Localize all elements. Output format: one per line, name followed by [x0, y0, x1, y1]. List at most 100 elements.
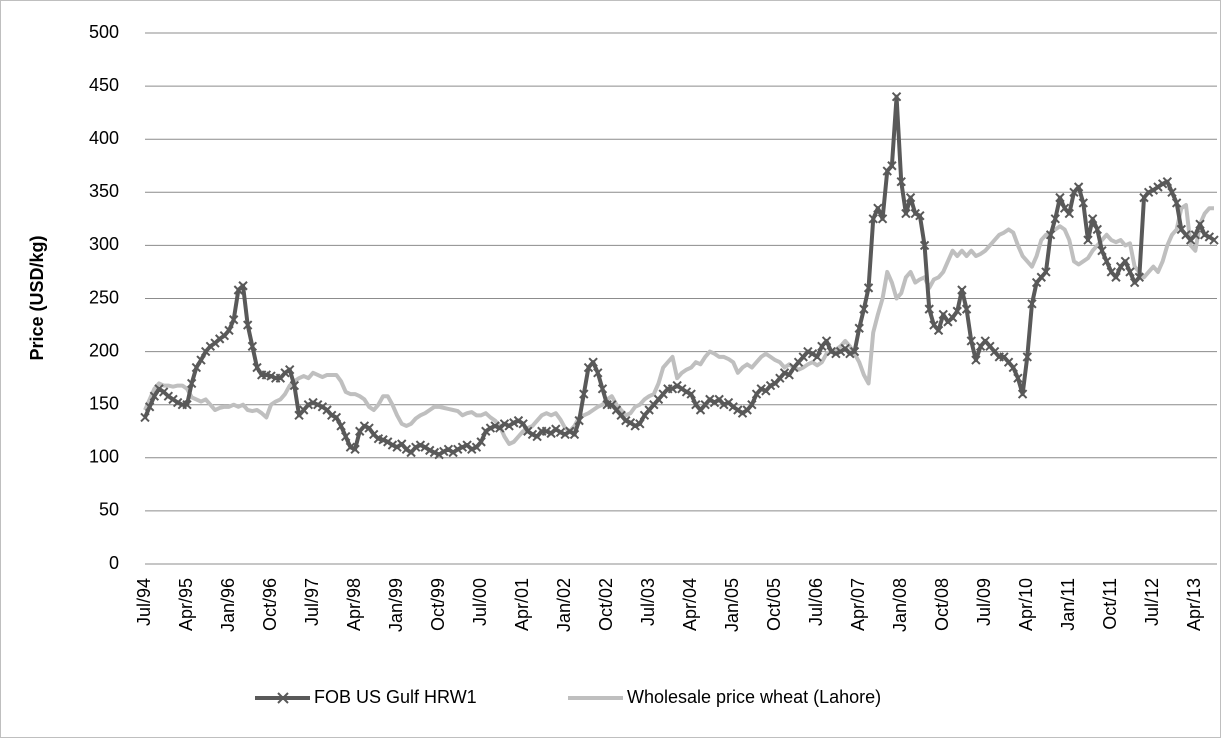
marker	[1101, 256, 1112, 267]
marker	[574, 415, 584, 426]
marker	[854, 323, 864, 333]
marker	[630, 421, 640, 431]
marker	[429, 447, 440, 458]
x-tick-label: Oct/05	[764, 578, 784, 631]
marker	[485, 423, 496, 433]
x-tick-label: Jul/03	[638, 578, 658, 626]
marker	[341, 431, 351, 442]
marker	[448, 447, 458, 458]
marker	[1195, 219, 1205, 229]
marker	[1199, 230, 1210, 240]
marker	[476, 437, 486, 447]
marker	[140, 412, 150, 423]
x-tick-label: Apr/95	[176, 578, 196, 631]
marker	[313, 399, 323, 410]
marker	[868, 214, 878, 224]
marker	[453, 444, 463, 455]
marker	[681, 387, 692, 397]
marker	[756, 384, 766, 394]
marker	[1209, 235, 1219, 245]
marker	[1125, 267, 1135, 277]
marker	[1157, 179, 1168, 189]
x-tick-label: Apr/10	[1016, 578, 1036, 631]
legend-marker	[277, 692, 289, 704]
marker	[555, 427, 566, 438]
marker	[1050, 214, 1060, 224]
marker	[901, 208, 911, 219]
marker	[835, 346, 846, 357]
marker	[499, 419, 510, 429]
marker	[1097, 246, 1107, 256]
marker	[327, 410, 337, 421]
marker	[308, 397, 318, 408]
marker	[957, 285, 967, 295]
legend-item: Wholesale price wheat (Lahore)	[568, 687, 881, 707]
x-tick-label: Oct/08	[932, 578, 952, 631]
x-tick-label: Jan/08	[890, 578, 910, 632]
marker	[144, 402, 155, 412]
marker	[1064, 208, 1074, 219]
marker	[807, 349, 818, 359]
x-tick-label: Jan/02	[554, 578, 574, 632]
marker	[205, 341, 216, 351]
marker	[924, 304, 934, 314]
marker	[593, 368, 603, 378]
marker	[1092, 224, 1103, 235]
y-tick-label: 300	[89, 234, 119, 254]
marker	[728, 402, 738, 412]
marker	[667, 384, 678, 394]
marker	[672, 380, 682, 391]
marker	[597, 384, 608, 394]
x-tick-label: Jul/09	[974, 578, 994, 626]
marker	[191, 362, 202, 373]
x-tick-label: Apr/13	[1184, 578, 1204, 631]
marker	[938, 309, 948, 320]
marker	[247, 341, 258, 351]
x-tick-label: Apr/98	[344, 578, 364, 631]
marker	[518, 419, 528, 429]
marker	[947, 312, 958, 323]
marker	[331, 412, 342, 423]
marker	[831, 349, 841, 359]
marker	[709, 397, 720, 408]
marker	[214, 334, 225, 344]
marker	[873, 203, 883, 213]
x-tick-label: Oct/11	[1100, 578, 1120, 630]
marker	[415, 440, 426, 450]
x-tick-label: Apr/04	[680, 578, 700, 631]
marker	[1120, 256, 1131, 267]
marker	[336, 421, 346, 431]
marker	[803, 346, 813, 357]
marker	[1022, 352, 1032, 362]
marker	[224, 325, 234, 336]
marker	[961, 304, 972, 314]
marker	[289, 380, 300, 391]
marker	[905, 192, 916, 203]
marker	[1167, 187, 1177, 198]
marker	[915, 210, 925, 221]
marker	[228, 315, 239, 325]
marker	[481, 426, 491, 436]
marker	[560, 429, 570, 440]
marker	[779, 368, 790, 378]
x-tick-label: Jul/12	[1142, 578, 1162, 626]
marker	[168, 394, 178, 405]
y-tick-label: 150	[89, 393, 119, 413]
marker	[551, 424, 561, 434]
marker	[280, 368, 290, 378]
marker	[383, 437, 393, 447]
marker	[1055, 192, 1065, 203]
line	[143, 203, 1214, 446]
marker	[350, 444, 360, 455]
marker	[285, 364, 295, 375]
marker	[845, 349, 855, 359]
marker	[1083, 235, 1093, 245]
marker	[439, 446, 449, 457]
marker	[765, 380, 776, 391]
marker	[966, 336, 976, 346]
series	[143, 203, 1214, 446]
legend-item: FOB US Gulf HRW1	[255, 687, 477, 707]
marker	[504, 421, 514, 431]
y-tick-label: 450	[89, 75, 119, 95]
marker	[401, 444, 412, 455]
